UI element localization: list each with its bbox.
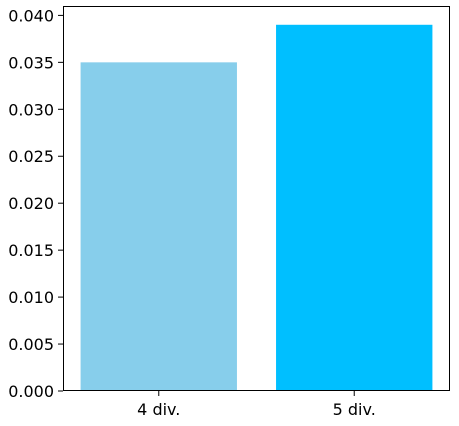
y-tick-label: 0.040 <box>8 6 54 25</box>
y-tick-label: 0.000 <box>8 382 54 401</box>
bar-1 <box>80 62 237 392</box>
y-tick-label: 0.035 <box>8 53 54 72</box>
bar-2 <box>276 24 433 391</box>
plot-frame <box>63 6 450 391</box>
y-tick-label: 0.005 <box>8 335 54 354</box>
x-tick-label: 4 div. <box>137 400 180 419</box>
y-tick-label: 0.030 <box>8 100 54 119</box>
y-tick-label: 0.025 <box>8 147 54 166</box>
x-axis: 4 div. 5 div. <box>137 391 376 419</box>
y-tick-label: 0.010 <box>8 288 54 307</box>
x-tick-label: 5 div. <box>333 400 376 419</box>
y-tick-label: 0.015 <box>8 241 54 260</box>
y-tick-label: 0.020 <box>8 194 54 213</box>
y-axis: 0.000 0.005 0.010 0.015 0.020 0.025 0.030 0.035… <box>8 6 63 401</box>
bars-group <box>80 24 433 392</box>
